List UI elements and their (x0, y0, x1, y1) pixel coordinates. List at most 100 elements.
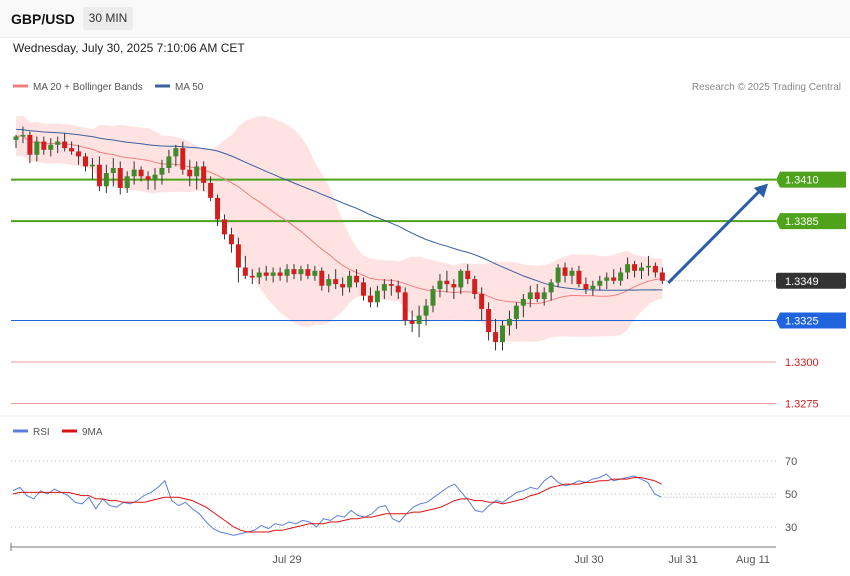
candle (423, 299, 429, 326)
candle (83, 153, 88, 172)
candle-body (173, 148, 179, 157)
resistance-label: 1.3410 (785, 175, 819, 187)
time-axis: Jul 29 Jul 30 Jul 31 Aug 11 (10, 543, 776, 566)
ma50-line (15, 128, 663, 291)
candle (326, 274, 332, 293)
candle (270, 267, 276, 283)
candle-body (520, 299, 526, 306)
candle (166, 149, 172, 173)
candle (48, 138, 54, 157)
candle-body (402, 292, 408, 321)
candle-body (187, 169, 193, 177)
candle-body (361, 282, 366, 296)
candle (228, 227, 234, 253)
candle (138, 166, 144, 182)
candle (541, 287, 547, 306)
rsi-tick-label: 30 (785, 522, 797, 534)
candle-body (256, 272, 262, 278)
candle (659, 267, 665, 285)
candle-body (333, 279, 339, 285)
candle-body (458, 270, 464, 288)
candle-body (222, 219, 227, 235)
candle (625, 257, 631, 280)
candle-body (639, 267, 644, 271)
moving-average-layer (15, 128, 663, 305)
candle (305, 264, 311, 280)
candle (110, 158, 116, 187)
candle (583, 277, 589, 295)
candle (374, 285, 380, 308)
projection-arrow-shaft (667, 187, 764, 284)
resistance-tag (776, 213, 846, 230)
candle-body (562, 267, 568, 276)
candle (402, 287, 408, 326)
candle-body (423, 305, 429, 316)
candle (520, 294, 526, 318)
candle-body (76, 151, 82, 157)
candle (152, 168, 158, 190)
candle-body (645, 265, 651, 268)
candle (194, 161, 200, 190)
candle (569, 267, 575, 285)
candle (409, 310, 415, 333)
candle (249, 269, 255, 285)
candle (319, 267, 325, 291)
candle (34, 136, 40, 162)
candle-body (493, 332, 499, 343)
candle (62, 133, 68, 152)
candle-body (618, 272, 624, 281)
candle (652, 262, 658, 278)
candle (69, 141, 75, 155)
candle (513, 302, 519, 329)
candle-body (486, 308, 492, 333)
candle-body (235, 244, 241, 268)
candle (618, 267, 624, 286)
support2-label: 1.3300 (785, 357, 819, 369)
candle (354, 269, 360, 288)
candle (548, 279, 554, 301)
candle-body (541, 292, 547, 299)
interval-badge[interactable]: 30 MIN (83, 7, 133, 30)
candle-body (500, 325, 505, 343)
candle-body (527, 292, 533, 299)
current-price-label: 1.3349 (785, 276, 819, 288)
candle (333, 269, 339, 290)
candle (639, 262, 644, 280)
candle (187, 159, 193, 187)
candle (41, 136, 47, 155)
time-tick-label: Jul 30 (574, 554, 603, 566)
candle-body (89, 164, 95, 167)
candle (117, 161, 123, 195)
candle-body (409, 320, 415, 324)
candle-body (374, 290, 380, 303)
candle-body (69, 148, 75, 152)
candle-body (110, 168, 116, 173)
symbol-title: GBP/USD (11, 11, 75, 27)
candle-body (249, 275, 255, 278)
timestamp: Wednesday, July 30, 2025 7:10:06 AM CET (13, 41, 245, 55)
candle (201, 161, 207, 192)
candle (27, 131, 33, 164)
candle (534, 284, 540, 303)
candle-body (131, 169, 137, 177)
candle-body (472, 279, 478, 295)
candle (340, 277, 346, 296)
candle-body (583, 284, 589, 290)
support2-label: 1.3275 (785, 398, 819, 410)
candle (506, 310, 512, 336)
rsi-tick-label: 50 (785, 489, 797, 501)
candles-layer (13, 126, 665, 351)
candle (235, 237, 241, 283)
candle-body (534, 292, 540, 299)
candle-body (395, 285, 401, 293)
candle-body (180, 148, 186, 170)
candle (277, 267, 283, 281)
candle (444, 270, 450, 293)
projection-arrow-head (753, 183, 768, 198)
candle (103, 164, 109, 193)
candle-body (194, 166, 200, 177)
candle-body (34, 141, 40, 155)
candle (361, 277, 366, 301)
candle-body (117, 168, 123, 188)
credit-label: Research © 2025 Trading Central (692, 82, 841, 93)
